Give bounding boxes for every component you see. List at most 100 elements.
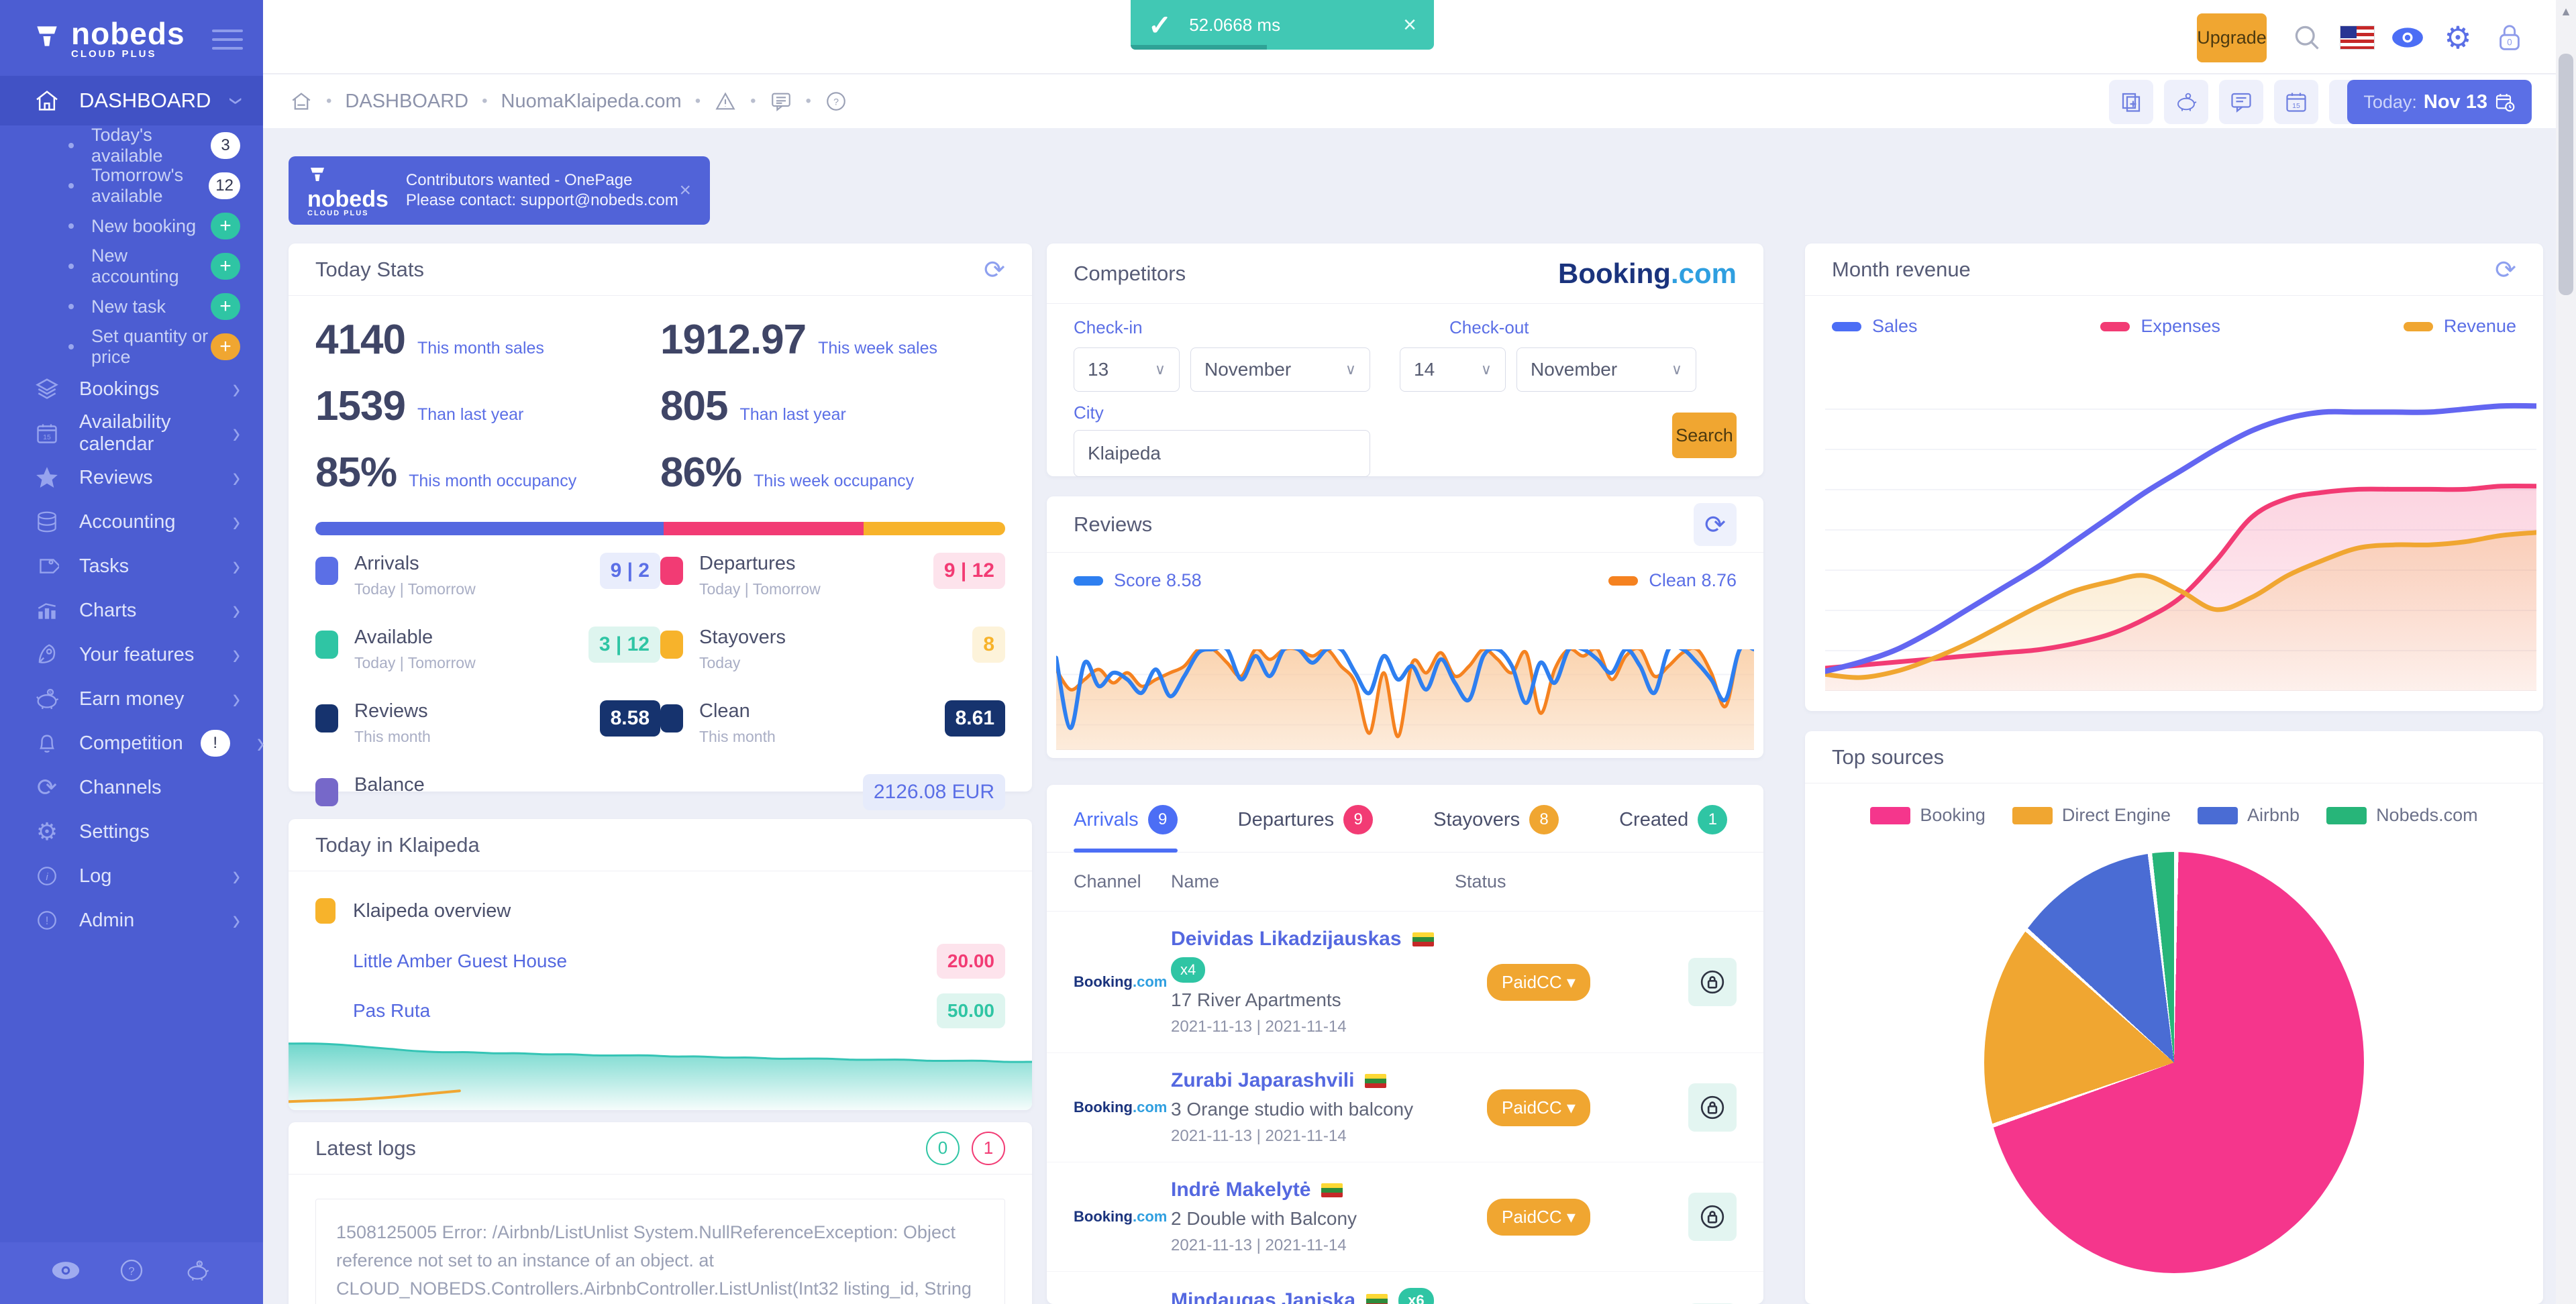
legend-square (660, 557, 683, 585)
month-revenue-line-chart (1825, 369, 2536, 691)
sync-icon: ⟳ (36, 773, 58, 802)
refresh-icon[interactable]: ⟳ (984, 254, 1005, 284)
page-scrollbar[interactable]: ▲ (2556, 0, 2576, 1304)
status-dropdown[interactable]: PaidCC ▾ (1487, 1089, 1590, 1126)
guest-name[interactable]: Indrė Makelytė (1171, 1179, 1311, 1201)
today-date-button[interactable]: Today: Nov 13 (2347, 80, 2532, 124)
help-circle-icon[interactable]: ? (825, 90, 847, 113)
bullet-icon (68, 304, 74, 309)
tab-stayovers[interactable]: Stayovers 8 (1433, 805, 1559, 852)
sidebar-logo[interactable]: nobeds CLOUD PLUS (32, 18, 185, 60)
competitors-card: Competitors Booking.com Check-in Check-o… (1047, 243, 1763, 477)
sidebar-item-availability-calendar[interactable]: 15 Availability calendar › (0, 411, 263, 455)
sidebar-item-admin[interactable]: ! Admin › (0, 898, 263, 942)
sidebar-item-bookings[interactable]: Bookings › (0, 367, 263, 411)
sidebar-item-channels[interactable]: ⟳ Channels (0, 765, 263, 810)
sidebar-item-new-task[interactable]: New task + (0, 286, 263, 327)
tab-departures[interactable]: Departures 9 (1238, 805, 1374, 852)
sidebar-item-todays-available[interactable]: Today's available 3 (0, 125, 263, 166)
chat-icon[interactable] (2219, 80, 2263, 124)
sidebar-item-log[interactable]: i Log › (0, 854, 263, 898)
layers-icon (32, 376, 62, 402)
eye-icon[interactable] (51, 1260, 81, 1287)
status-dropdown[interactable]: PaidCC ▾ (1487, 1198, 1590, 1236)
city-input[interactable] (1074, 430, 1370, 477)
lock-icon[interactable]: 0 (2492, 20, 2527, 55)
breadcrumb-dashboard[interactable]: DASHBOARD (345, 90, 469, 112)
sidebar-item-earn-money[interactable]: $ Earn money › (0, 677, 263, 721)
guesthouse-link[interactable]: Pas Ruta (353, 1000, 431, 1021)
home-icon (32, 87, 62, 114)
piggy-bank-icon[interactable] (2164, 80, 2208, 124)
sidebar-item-tasks[interactable]: Tasks › (0, 544, 263, 588)
sidebar-item-competition[interactable]: Competition ! › (0, 721, 264, 765)
sidebar-item-reviews[interactable]: Reviews › (0, 455, 263, 500)
lock-action-button[interactable] (1688, 1193, 1737, 1241)
hamburger-menu-icon[interactable] (212, 23, 243, 56)
table-row[interactable]: Booking.com Indrė Makelytė 2 Double with… (1047, 1162, 1763, 1272)
tab-arrivals[interactable]: Arrivals 9 (1074, 805, 1178, 853)
bullet-icon (68, 183, 74, 188)
banner-close-icon[interactable]: × (679, 179, 691, 201)
guest-name[interactable]: Zurabi Japarashvili (1171, 1069, 1355, 1091)
search-icon[interactable] (2289, 20, 2324, 55)
sidebar-item-new-booking[interactable]: New booking + (0, 206, 263, 246)
stat-departures: Departures Today | Tomorrow 9 | 12 (660, 553, 1005, 598)
preview-eye-icon[interactable] (2390, 20, 2425, 55)
checkout-day-select[interactable]: 14 ∨ (1400, 347, 1506, 392)
pie-legend: Booking Direct Engine Airbnb Nobeds.com (1805, 783, 2543, 826)
sidebar-item-settings[interactable]: ⚙ Settings (0, 810, 263, 854)
table-row[interactable]: Booking.com Zurabi Japarashvili 3 Orange… (1047, 1053, 1763, 1162)
language-flag-icon[interactable] (2340, 20, 2375, 55)
warning-triangle-icon[interactable] (714, 90, 737, 113)
settings-gear-icon[interactable]: ⚙ (2444, 19, 2472, 56)
card-title: Month revenue (1832, 257, 1971, 281)
status-dropdown[interactable]: PaidCC ▾ (1487, 963, 1590, 1001)
tab-created[interactable]: Created 1 (1619, 805, 1728, 852)
refresh-icon[interactable]: ⟳ (1694, 502, 1737, 546)
log-text[interactable]: 1508125005 Error: /Airbnb/ListUnlist Sys… (315, 1199, 1005, 1304)
lock-action-button[interactable] (1688, 1083, 1737, 1132)
chevron-right-icon: › (232, 859, 240, 893)
help-icon[interactable]: ? (118, 1257, 145, 1290)
breadcrumb-site[interactable]: NuomaKlaipeda.com (501, 90, 682, 112)
guesthouse-link[interactable]: Little Amber Guest House (353, 950, 568, 971)
exclamation-circle-icon: ! (32, 907, 62, 934)
piggy-bank-icon[interactable]: $ (183, 1257, 212, 1290)
scroll-up-arrow[interactable]: ▲ (2560, 4, 2572, 18)
rocket-icon (32, 641, 62, 668)
calendar-icon[interactable]: 15 (2274, 80, 2318, 124)
table-row[interactable]: Booking.com Deividas Likadzijauskas x4 1… (1047, 912, 1763, 1053)
upgrade-button[interactable]: Upgrade (2197, 13, 2267, 62)
chevron-right-icon: › (232, 416, 240, 450)
home-icon[interactable] (290, 90, 313, 113)
sidebar-item-accounting[interactable]: Accounting › (0, 500, 263, 544)
progress-segment (315, 522, 664, 535)
comment-icon[interactable] (770, 90, 792, 113)
piggy-bank-icon: $ (32, 686, 62, 712)
copy-add-icon[interactable] (2109, 80, 2153, 124)
lock-action-button[interactable] (1688, 958, 1737, 1006)
submenu-label: New accounting (91, 246, 179, 286)
scrollbar-thumb[interactable] (2559, 54, 2573, 295)
checkin-day-select[interactable]: 13 ∨ (1074, 347, 1180, 392)
checkin-month-select[interactable]: November ∨ (1190, 347, 1370, 392)
sidebar-item-new-accounting[interactable]: New accounting + (0, 246, 263, 286)
sidebar-item-dashboard[interactable]: DASHBOARD › (0, 76, 263, 125)
search-button[interactable]: Search (1672, 413, 1737, 458)
refresh-icon[interactable]: ⟳ (2495, 254, 2516, 284)
sidebar-item-label: Bookings (79, 378, 160, 400)
sidebar-item-tomorrows-available[interactable]: Tomorrow's available 12 (0, 165, 263, 206)
legend-square (660, 704, 683, 732)
sidebar-item-charts[interactable]: Charts › (0, 588, 263, 633)
sidebar-item-label: Channels (79, 776, 162, 798)
sidebar-item-your-features[interactable]: Your features › (0, 633, 263, 677)
sidebar-item-set-quantity-or-price[interactable]: Set quantity or price + (0, 326, 263, 367)
svg-text:!: ! (46, 915, 49, 927)
guest-name[interactable]: Deividas Likadzijauskas (1171, 928, 1402, 950)
toast-close-icon[interactable]: × (1403, 11, 1416, 38)
checkout-month-select[interactable]: November ∨ (1516, 347, 1696, 392)
today-stats-card: Today Stats ⟳ 4140 This month sales 1912.… (289, 243, 1032, 810)
guest-name[interactable]: Mindaugas Janiska (1171, 1289, 1356, 1304)
